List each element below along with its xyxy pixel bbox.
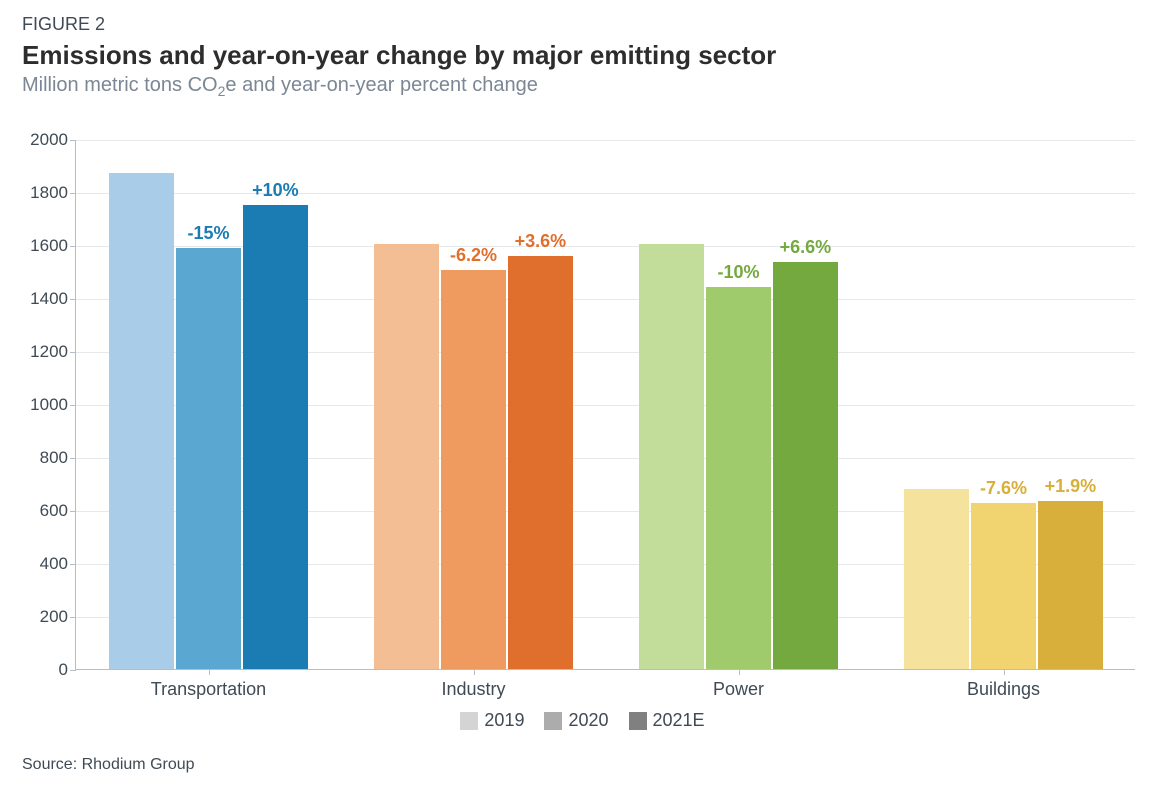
- bar-group: Industry-6.2%+3.6%: [374, 140, 573, 669]
- bar-group: Buildings-7.6%+1.9%: [904, 140, 1103, 669]
- bar: [904, 489, 969, 669]
- bar: +3.6%: [508, 256, 573, 669]
- figure-label: FIGURE 2: [22, 14, 105, 35]
- y-tick-label: 400: [40, 554, 76, 574]
- y-tick-label: 1800: [30, 183, 76, 203]
- figure: FIGURE 2 Emissions and year-on-year chan…: [0, 0, 1165, 796]
- legend-label: 2020: [568, 710, 608, 731]
- y-tick-label: 0: [59, 660, 76, 680]
- y-tick-label: 1600: [30, 236, 76, 256]
- bar: -7.6%: [971, 503, 1036, 669]
- bar-change-label: +10%: [252, 180, 299, 205]
- bar: -15%: [176, 248, 241, 669]
- bar: +1.9%: [1038, 501, 1103, 669]
- legend-label: 2019: [484, 710, 524, 731]
- legend-swatch: [460, 712, 478, 730]
- bar: [109, 173, 174, 669]
- bar: +6.6%: [773, 262, 838, 669]
- y-tick-label: 1400: [30, 289, 76, 309]
- legend-swatch: [544, 712, 562, 730]
- y-tick-label: 2000: [30, 130, 76, 150]
- bar-change-label: +3.6%: [515, 231, 567, 256]
- y-tick-label: 200: [40, 607, 76, 627]
- plot-area: 0200400600800100012001400160018002000Tra…: [75, 140, 1135, 670]
- bar-change-label: -10%: [717, 262, 759, 287]
- legend-swatch: [629, 712, 647, 730]
- bar-change-label: +1.9%: [1045, 476, 1097, 501]
- category-label: Power: [713, 669, 764, 700]
- y-tick-label: 800: [40, 448, 76, 468]
- y-tick-label: 1000: [30, 395, 76, 415]
- legend-label: 2021E: [653, 710, 705, 731]
- bar: [639, 244, 704, 669]
- bar-change-label: -7.6%: [980, 478, 1027, 503]
- source-text: Source: Rhodium Group: [22, 756, 195, 774]
- bar-group: Transportation-15%+10%: [109, 140, 308, 669]
- category-label: Industry: [441, 669, 505, 700]
- bar-group: Power-10%+6.6%: [639, 140, 838, 669]
- category-label: Transportation: [151, 669, 266, 700]
- chart-title: Emissions and year-on-year change by maj…: [22, 40, 776, 71]
- bar: -6.2%: [441, 270, 506, 669]
- legend-item: 2021E: [629, 710, 705, 731]
- category-label: Buildings: [967, 669, 1040, 700]
- bar: [374, 244, 439, 669]
- legend-item: 2019: [460, 710, 524, 731]
- y-tick-label: 1200: [30, 342, 76, 362]
- legend: 2019 2020 2021E: [0, 710, 1165, 731]
- bar-change-label: -15%: [187, 223, 229, 248]
- bar: -10%: [706, 287, 771, 669]
- legend-item: 2020: [544, 710, 608, 731]
- bar-change-label: -6.2%: [450, 245, 497, 270]
- y-tick-label: 600: [40, 501, 76, 521]
- chart-subtitle: Million metric tons CO2e and year-on-yea…: [22, 74, 538, 99]
- plot-inner: 0200400600800100012001400160018002000Tra…: [75, 140, 1135, 670]
- bar: +10%: [243, 205, 308, 669]
- bar-change-label: +6.6%: [780, 237, 832, 262]
